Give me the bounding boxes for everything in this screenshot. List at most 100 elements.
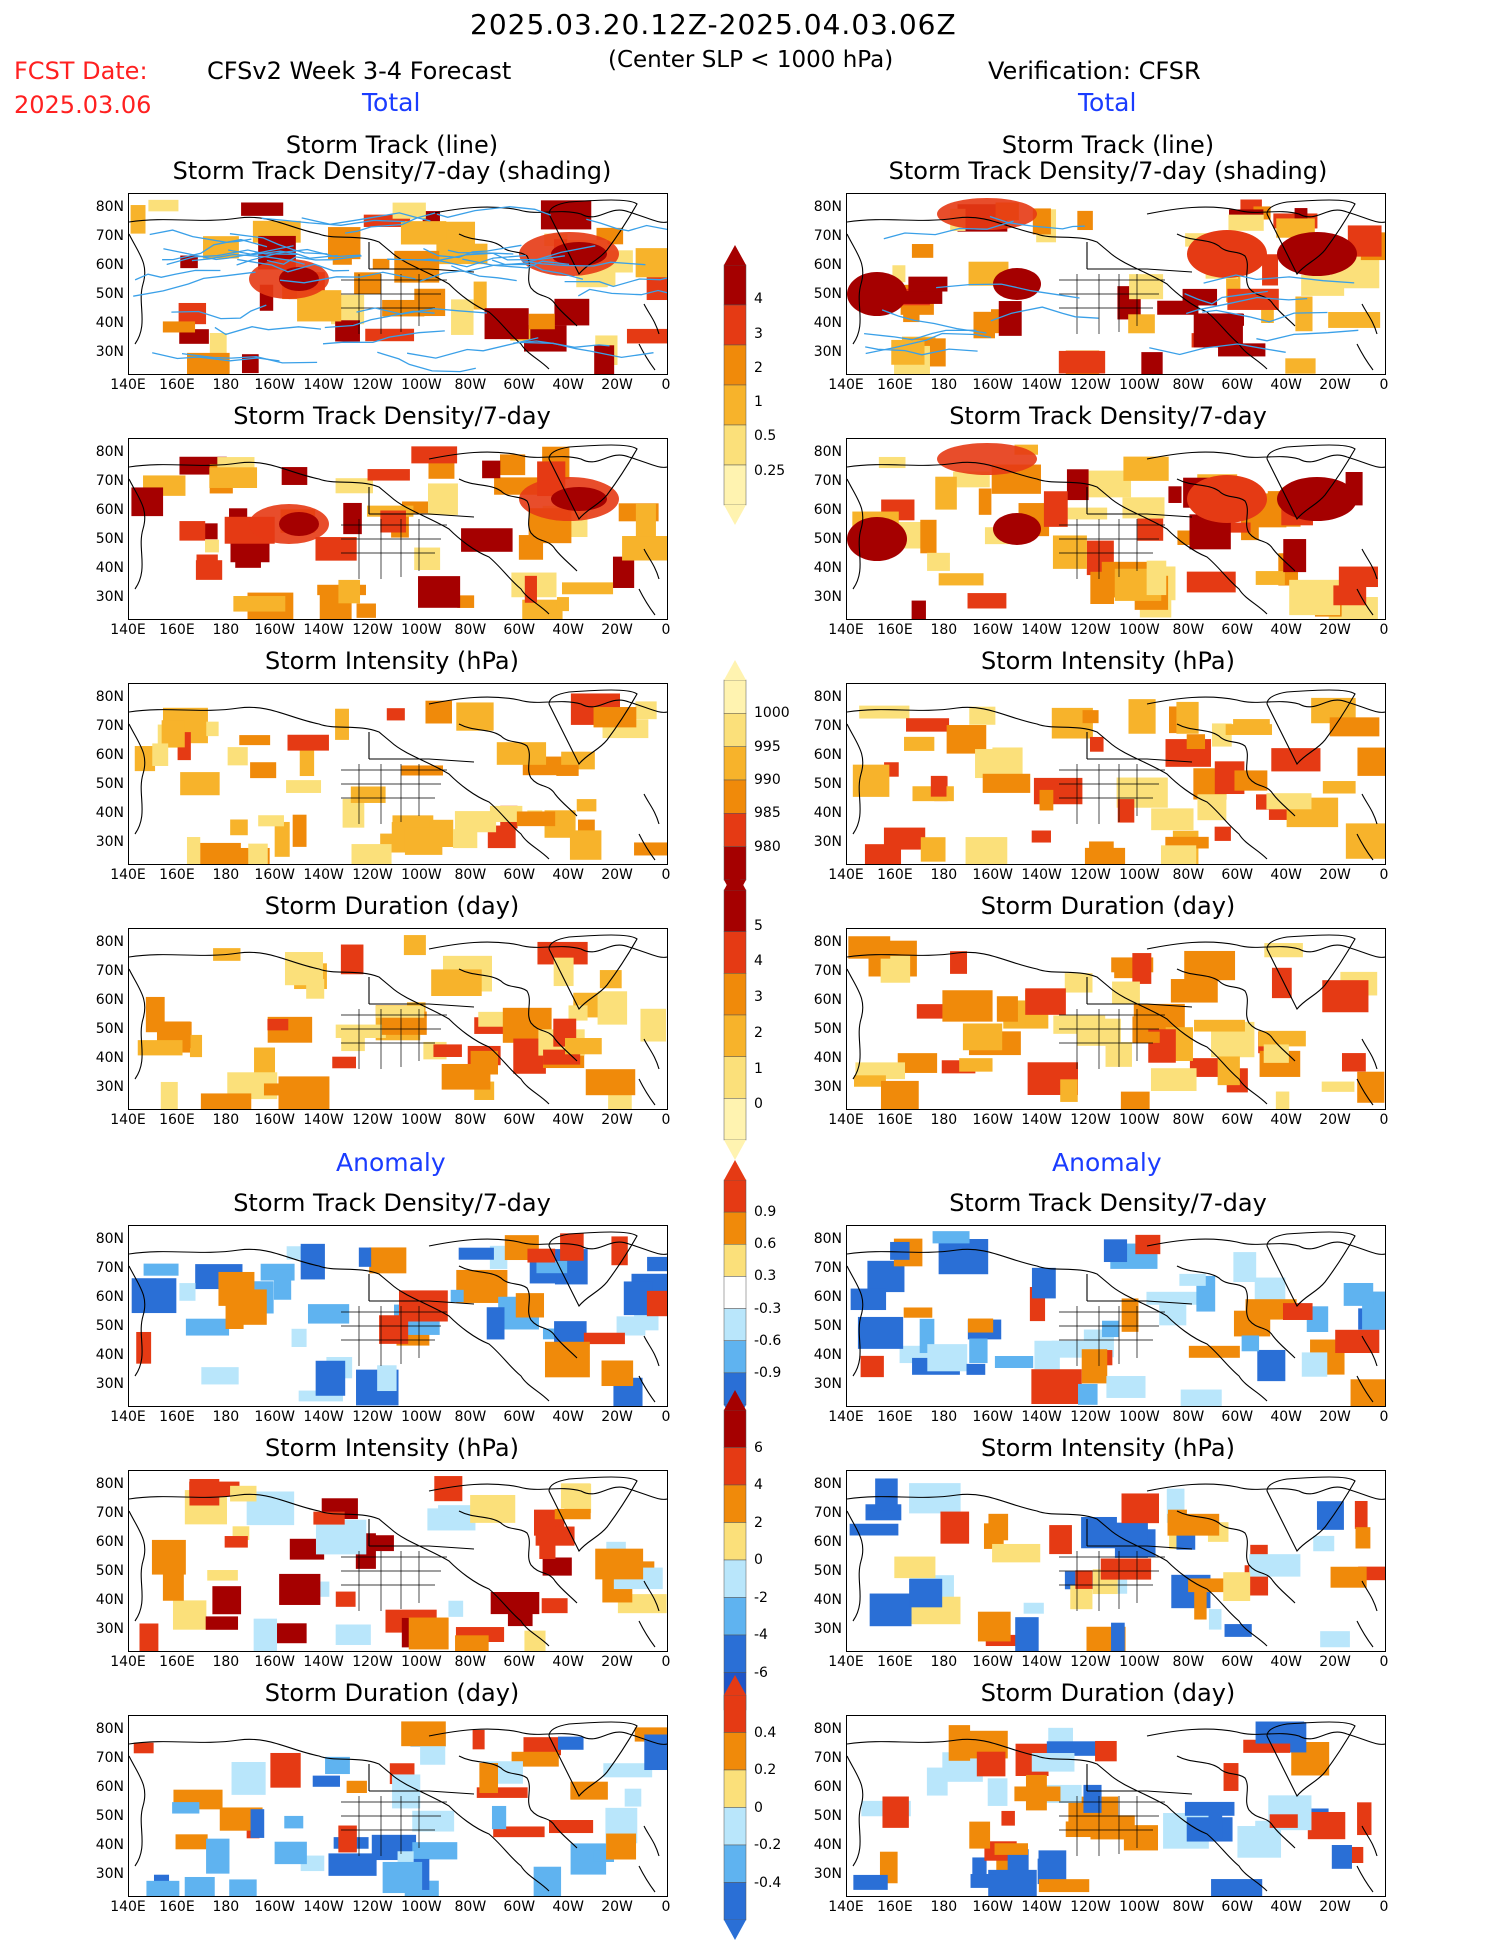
lon-label: 0 (1379, 867, 1389, 883)
lon-label: 100W (401, 1899, 442, 1915)
lon-label: 100W (401, 1112, 442, 1128)
forecast-map-density-anom (128, 1225, 668, 1407)
forecast-map-intensity-anom (128, 1470, 668, 1652)
lon-label: 140W (1021, 1112, 1062, 1128)
lon-label: 20W (601, 867, 633, 883)
lon-label: 140W (303, 1899, 344, 1915)
lat-label: 30N (813, 834, 842, 850)
lon-label: 40W (1270, 377, 1302, 393)
lon-label: 40W (552, 622, 584, 638)
colorbar-tick-label: 0.25 (754, 462, 786, 479)
lon-label: 140E (110, 622, 146, 638)
lon-label: 100W (1119, 377, 1160, 393)
lon-label: 160W (254, 1899, 295, 1915)
lon-label: 60W (503, 377, 536, 393)
lon-label: 120W (352, 1409, 393, 1425)
colorbar-tick-label: 4 (754, 291, 763, 308)
lat-label: 60N (95, 502, 124, 518)
lon-label: 0 (661, 867, 671, 883)
colorbar-tick-label: 0.9 (754, 1204, 777, 1221)
lon-label: 60W (1221, 1409, 1254, 1425)
lat-label: 80N (813, 1721, 842, 1737)
lat-label: 70N (813, 1750, 842, 1766)
lon-label: 100W (401, 1409, 442, 1425)
lon-label: 20W (1319, 1654, 1351, 1670)
left-title-track-line: Storm Track (line) (285, 131, 499, 159)
lon-label: 160E (877, 1112, 913, 1128)
lon-label: 40W (552, 867, 584, 883)
colorbar-intensity_total (723, 660, 747, 900)
lat-label: 40N (813, 315, 842, 331)
lon-label: 140W (1021, 1409, 1062, 1425)
lat-label: 60N (95, 992, 124, 1008)
date-range-title: 2025.03.20.12Z-2025.04.03.06Z (470, 8, 957, 41)
lat-label: 70N (813, 963, 842, 979)
right-title-density-anom: Storm Track Density/7-day (949, 1189, 1267, 1217)
lat-label: 80N (813, 1231, 842, 1247)
lon-label: 80W (454, 1112, 487, 1128)
lon-label: 120W (352, 1112, 393, 1128)
forecast-map-duration-anom (128, 1715, 668, 1897)
lat-label: 50N (813, 1563, 842, 1579)
lat-label: 80N (813, 444, 842, 460)
left-title-density: Storm Track Density/7-day (233, 402, 551, 430)
lat-label: 60N (95, 1534, 124, 1550)
colorbar-duration_anom (723, 1675, 747, 1940)
lon-label: 100W (401, 622, 442, 638)
colorbar-tick-label: 3 (754, 989, 763, 1006)
lat-label: 50N (813, 286, 842, 302)
lat-label: 80N (95, 444, 124, 460)
lat-label: 50N (95, 1808, 124, 1824)
lon-label: 160W (972, 622, 1013, 638)
colorbar-tick-label: -0.3 (754, 1300, 782, 1317)
lon-label: 40W (1270, 1409, 1302, 1425)
lon-label: 140W (303, 622, 344, 638)
lon-label: 20W (601, 1654, 633, 1670)
fcst-date-value: 2025.03.06 (14, 91, 152, 119)
lat-label: 30N (95, 1866, 124, 1882)
left-section-total: Total (362, 88, 421, 117)
lon-label: 120W (1070, 1112, 1111, 1128)
lat-label: 30N (95, 1079, 124, 1095)
lon-label: 140W (1021, 1899, 1062, 1915)
lon-label: 160E (159, 377, 195, 393)
lon-label: 80W (454, 1899, 487, 1915)
lon-label: 120W (352, 622, 393, 638)
lon-label: 20W (1319, 1409, 1351, 1425)
lon-label: 180 (930, 377, 958, 393)
lon-label: 160W (254, 622, 295, 638)
lon-label: 100W (1119, 1899, 1160, 1915)
lon-label: 180 (212, 1899, 240, 1915)
lon-label: 60W (1221, 1899, 1254, 1915)
left-title-duration-anom: Storm Duration (day) (264, 1679, 520, 1707)
lon-label: 140E (110, 1899, 146, 1915)
lat-label: 70N (813, 1505, 842, 1521)
lon-label: 140W (1021, 1654, 1062, 1670)
lon-label: 120W (352, 377, 393, 393)
lat-label: 70N (95, 718, 124, 734)
right-title-intensity-anom: Storm Intensity (hPa) (981, 1434, 1235, 1462)
lon-label: 100W (401, 377, 442, 393)
lon-label: 100W (1119, 1112, 1160, 1128)
colorbar-tick-label: 985 (754, 805, 781, 822)
lon-label: 120W (1070, 1654, 1111, 1670)
lon-label: 20W (601, 622, 633, 638)
lat-label: 30N (813, 1376, 842, 1392)
verification-map-intensity (846, 683, 1386, 865)
lon-label: 80W (454, 377, 487, 393)
lon-label: 120W (1070, 377, 1111, 393)
lat-label: 40N (813, 1347, 842, 1363)
lat-label: 50N (813, 776, 842, 792)
lon-label: 100W (401, 1654, 442, 1670)
colorbar-tick-label: 995 (754, 738, 781, 755)
lon-label: 160E (159, 867, 195, 883)
colorbar-tick-label: 1 (754, 394, 763, 411)
lat-label: 50N (813, 531, 842, 547)
lat-label: 70N (95, 1260, 124, 1276)
lat-label: 60N (95, 747, 124, 763)
lat-label: 60N (813, 1779, 842, 1795)
colorbar-tick-label: -0.4 (754, 1874, 782, 1891)
lon-label: 80W (1172, 867, 1205, 883)
lon-label: 160W (254, 1112, 295, 1128)
left-title-density-anom: Storm Track Density/7-day (233, 1189, 551, 1217)
